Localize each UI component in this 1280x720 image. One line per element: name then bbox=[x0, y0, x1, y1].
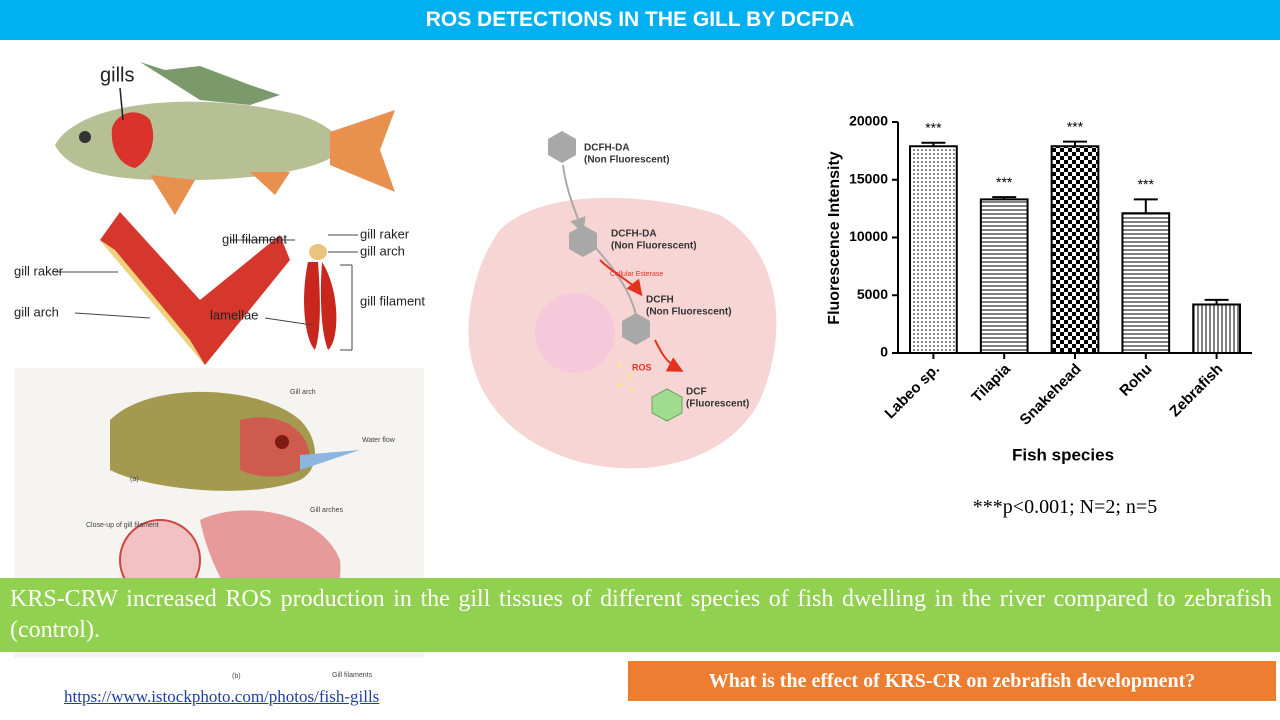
conclusion: KRS-CRW increased ROS production in the … bbox=[0, 578, 1280, 652]
x-tick-label: Rohu bbox=[1116, 361, 1155, 400]
diagram-label: (b) bbox=[232, 673, 241, 680]
diagram-label: DCFH-DA bbox=[584, 143, 630, 154]
dcfda-diagram: DCFH-DA (Non Fluorescent) DCFH-DA (Non F… bbox=[468, 131, 777, 469]
diagram-label: Gill arch bbox=[290, 389, 316, 396]
bar bbox=[1121, 212, 1171, 354]
diagram-label: Close-up of gill filament bbox=[86, 522, 159, 529]
diagram-label: lamellae bbox=[210, 307, 258, 322]
diagram-label: DCF bbox=[686, 387, 707, 398]
diagram-label: Water flow bbox=[362, 437, 396, 444]
diagram-label: gill arch bbox=[360, 243, 405, 258]
x-tick-label: Tilapia bbox=[968, 360, 1014, 406]
x-tick-label: Zebrafish bbox=[1166, 361, 1226, 421]
significance-label: *** bbox=[1067, 118, 1084, 134]
significance-label: *** bbox=[996, 174, 1013, 190]
bar bbox=[909, 145, 958, 354]
bar-chart: Fluorescence Intensity Fish species 0 500… bbox=[826, 113, 1252, 464]
slide-title: ROS DETECTIONS IN THE GILL BY DCFDA bbox=[0, 0, 1280, 40]
x-tick-label: Labeo sp. bbox=[882, 361, 944, 423]
diagram-label: (a) bbox=[130, 476, 139, 483]
diagram-label: DCFH-DA bbox=[611, 229, 657, 240]
diagram-label: (Non Fluorescent) bbox=[584, 155, 670, 166]
diagram-label: gill filament bbox=[360, 293, 425, 308]
y-tick-label: 5000 bbox=[857, 286, 888, 302]
diagram-label: gill arch bbox=[14, 304, 59, 319]
y-tick-label: 15000 bbox=[849, 170, 888, 186]
significance-label: *** bbox=[1138, 176, 1155, 192]
source-link[interactable]: https://www.istockphoto.com/photos/fish-… bbox=[64, 687, 380, 706]
diagram-label: (Fluorescent) bbox=[686, 399, 749, 410]
y-tick-label: 0 bbox=[880, 344, 888, 360]
footnote: ***p<0.001; N=2; n=5 bbox=[972, 496, 1158, 518]
diagram-label: gills bbox=[100, 64, 134, 86]
diagram-label: Gill arches bbox=[310, 507, 344, 514]
diagram-label: DCFH bbox=[646, 295, 674, 306]
y-tick-label: 10000 bbox=[849, 228, 888, 244]
bar bbox=[1050, 145, 1100, 354]
bar bbox=[979, 198, 1029, 354]
y-tick-label: 20000 bbox=[849, 113, 888, 129]
diagram-label: Gill filaments bbox=[332, 672, 373, 679]
diagram-label: gill filament bbox=[222, 231, 287, 246]
x-axis-title: Fish species bbox=[1012, 445, 1114, 464]
diagram-label: ROS bbox=[632, 362, 652, 372]
bar bbox=[1192, 303, 1241, 354]
question: What is the effect of KRS-CR on zebrafis… bbox=[628, 661, 1276, 701]
diagram-label: (Non Fluorescent) bbox=[646, 307, 732, 318]
significance-label: *** bbox=[925, 119, 942, 135]
diagram-label: (Non Fluorescent) bbox=[611, 241, 697, 252]
gill-arch-illustration: gill filament gill raker gill arch gill … bbox=[14, 212, 425, 365]
x-tick-label: Snakehead bbox=[1017, 361, 1085, 429]
y-axis-title: Fluorescence Intensity bbox=[826, 151, 843, 324]
diagram-label: Cellular Esterase bbox=[610, 271, 663, 278]
diagram-label: gill raker bbox=[360, 226, 410, 241]
diagram-label: gill raker bbox=[14, 263, 64, 278]
fish-illustration: gills bbox=[55, 62, 395, 215]
